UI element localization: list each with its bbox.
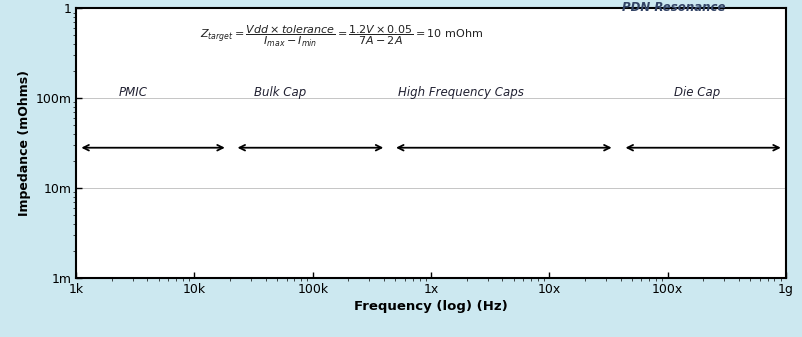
Text: High Frequency Caps: High Frequency Caps bbox=[398, 86, 524, 99]
Y-axis label: Impedance (mOhms): Impedance (mOhms) bbox=[18, 70, 31, 216]
Text: Die Cap: Die Cap bbox=[674, 86, 720, 99]
X-axis label: Frequency (log) (Hz): Frequency (log) (Hz) bbox=[354, 300, 508, 313]
Text: Bulk Cap: Bulk Cap bbox=[253, 86, 306, 99]
Text: PDN Resonance: PDN Resonance bbox=[622, 1, 725, 14]
Text: $Z_{target} = \dfrac{\mathit{Vdd} \times \mathit{tolerance}}{I_{max} - I_{min}} : $Z_{target} = \dfrac{\mathit{Vdd} \times… bbox=[200, 23, 484, 49]
Text: PMIC: PMIC bbox=[119, 86, 148, 99]
